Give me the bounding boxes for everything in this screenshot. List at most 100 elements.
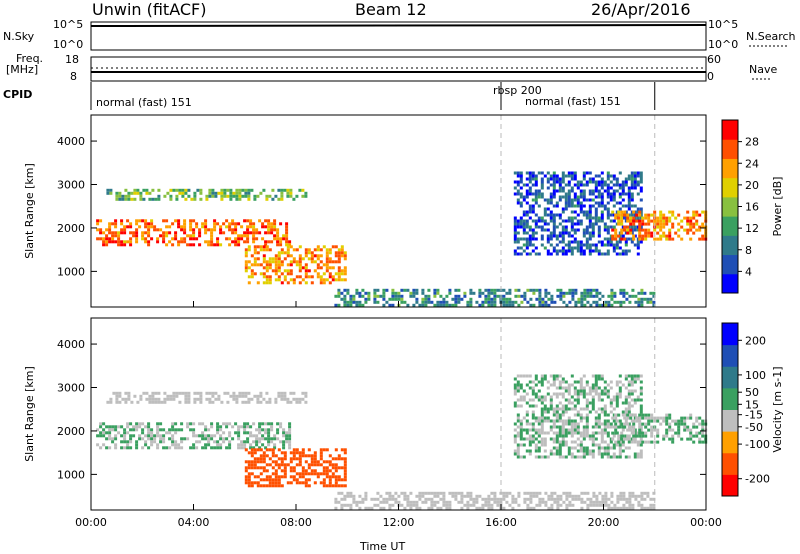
colorbar-swatch-power-3 (722, 235, 738, 256)
heatmap-cell (243, 234, 247, 238)
heatmap-cell (313, 481, 317, 485)
heatmap-cell (150, 443, 154, 447)
heatmap-cell (625, 291, 629, 295)
nsky-trace (90, 24, 707, 27)
colorbar-frame-velocity (721, 322, 739, 497)
heatmap-cell (606, 171, 610, 175)
heatmap-cell (115, 397, 119, 401)
heatmap-cell (610, 291, 614, 295)
heatmap-cell (531, 413, 535, 417)
heatmap-cell (247, 245, 251, 249)
heatmap-cell (597, 219, 601, 223)
heatmap-cell (555, 416, 559, 420)
heatmap-cell (250, 269, 254, 273)
heatmap-cell (252, 240, 256, 244)
heatmap-cell (531, 434, 535, 438)
heatmap-cell (594, 425, 598, 429)
heatmap-cell (604, 500, 608, 504)
heatmap-cell (607, 503, 611, 507)
heatmap-cell (641, 416, 645, 420)
heatmap-cell (222, 422, 226, 426)
heatmap-cell (537, 219, 541, 223)
heatmap-cell (638, 228, 642, 232)
heatmap-cell (640, 491, 644, 495)
heatmap-cell (549, 183, 553, 187)
heatmap-cell (540, 419, 544, 423)
heatmap-cell (576, 425, 580, 429)
heatmap-cell (519, 428, 523, 432)
heatmap-cell (555, 437, 559, 441)
heatmap-cell (567, 180, 571, 184)
heatmap-cell (662, 219, 666, 223)
heatmap-cell (219, 425, 223, 429)
heatmap-cell (147, 425, 151, 429)
heatmap-cell (630, 177, 634, 181)
heatmap-cell (274, 469, 278, 473)
heatmap-cell (234, 228, 238, 232)
heatmap-cell (472, 503, 476, 507)
heatmap-cell (537, 395, 541, 399)
heatmap-cell (106, 400, 110, 404)
heatmap-cell (496, 497, 500, 501)
heatmap-cell (519, 398, 523, 402)
heatmap-cell (352, 300, 356, 304)
heatmap-cell (198, 231, 202, 235)
heatmap-cell (513, 231, 517, 235)
heatmap-cell (570, 395, 574, 399)
heatmap-cell (647, 234, 651, 238)
heatmap-cell (511, 500, 515, 504)
heatmap-cell (529, 297, 533, 301)
heatmap-cell (298, 275, 302, 279)
heatmap-cell (644, 416, 648, 420)
heatmap-cell (135, 425, 139, 429)
heatmap-cell (189, 422, 193, 426)
heatmap-cell (576, 249, 580, 253)
heatmap-cell (174, 234, 178, 238)
heatmap-cell (558, 177, 562, 181)
heatmap-cell (165, 231, 169, 235)
heatmap-cell (591, 443, 595, 447)
heatmap-cell (588, 222, 592, 226)
heatmap-cell (541, 500, 545, 504)
heatmap-cell (373, 503, 377, 507)
heatmap-cell (256, 448, 260, 452)
heatmap-cell (561, 207, 565, 211)
heatmap-cell (594, 419, 598, 423)
heatmap-cell (106, 191, 110, 195)
heatmap-cell (337, 454, 341, 458)
heatmap-cell (662, 222, 666, 226)
heatmap-cell (585, 407, 589, 411)
heatmap-cell (129, 237, 133, 241)
heatmap-cell (562, 291, 566, 295)
heatmap-cell (522, 183, 526, 187)
heatmap-cell (231, 219, 235, 223)
heatmap-cell (232, 397, 236, 401)
heatmap-cell (298, 254, 302, 258)
heatmap-cell (180, 240, 184, 244)
heatmap-cell (469, 497, 473, 501)
heatmap-cell (454, 303, 458, 307)
heatmap-cell (505, 500, 509, 504)
heatmap-cell (640, 506, 644, 510)
heatmap-cell (612, 249, 616, 253)
heatmap-cell (595, 303, 599, 307)
heatmap-cell (567, 216, 571, 220)
heatmap-cell (301, 257, 305, 261)
heatmap-cell (558, 186, 562, 190)
heatmap-cell (141, 431, 145, 435)
heatmap-cell (250, 254, 254, 258)
heatmap-cell (620, 213, 624, 217)
heatmap-cell (561, 252, 565, 256)
heatmap-cell (304, 251, 308, 255)
heatmap-cell (528, 180, 532, 184)
heatmap-cell (415, 288, 419, 292)
heatmap-cell (692, 225, 696, 229)
heatmap-cell (595, 288, 599, 292)
heatmap-cell (237, 222, 241, 226)
heatmap-cell (576, 213, 580, 217)
heatmap-cell (695, 210, 699, 214)
heatmap-cell (606, 431, 610, 435)
heatmap-cell (627, 380, 631, 384)
heatmap-cell (615, 252, 619, 256)
heatmap-cell (175, 197, 179, 201)
